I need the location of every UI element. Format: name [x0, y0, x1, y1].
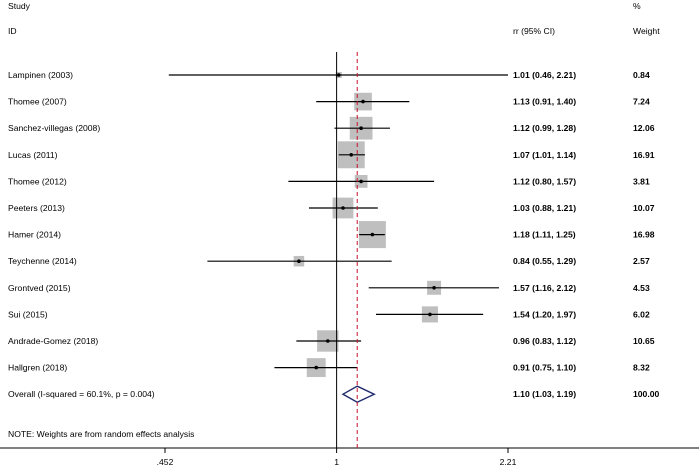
study-row: Lampinen (2003) 1.01 (0.46, 2.21) 0.84 — [8, 70, 650, 80]
effect-ci-text: 0.84 (0.55, 1.29) — [513, 256, 576, 266]
effect-ci-text: 1.07 (1.01, 1.14) — [513, 150, 576, 160]
overall-diamond — [341, 385, 376, 403]
point-estimate — [349, 153, 354, 157]
effect-ci-text: 0.96 (0.83, 1.12) — [513, 336, 576, 346]
point-estimate — [370, 232, 375, 237]
study-label: Grontved (2015) — [8, 283, 71, 293]
study-label: Teychenne (2014) — [8, 256, 77, 266]
study-label: Lampinen (2003) — [8, 70, 73, 80]
study-label: Hamer (2014) — [8, 230, 61, 240]
weight-text: 16.91 — [633, 150, 655, 160]
point-estimate — [341, 206, 345, 210]
weight-text: 6.02 — [633, 309, 650, 319]
study-row: Lucas (2011) 1.07 (1.01, 1.14) 16.91 — [8, 141, 655, 169]
point-estimate — [325, 339, 330, 343]
point-estimate — [359, 126, 363, 130]
weight-text: 16.98 — [633, 230, 655, 240]
point-estimate — [428, 312, 432, 317]
study-row: Peeters (2013) 1.03 (0.88, 1.21) 10.07 — [8, 197, 655, 219]
study-row: Thomee (2007) 1.13 (0.91, 1.40) 7.24 — [8, 92, 650, 111]
x-axis-ticks: .452 1 2.21 — [157, 448, 517, 467]
weight-text: 7.24 — [633, 97, 650, 107]
study-row: Thomee (2012) 1.12 (0.80, 1.57) 3.81 — [8, 175, 650, 188]
footnote: NOTE: Weights are from random effects an… — [8, 429, 194, 439]
x-tick-label: .452 — [157, 457, 174, 467]
weight-text: 0.84 — [633, 70, 650, 80]
overall-label: Overall (I-squared = 60.1%, p = 0.004) — [8, 389, 155, 399]
study-label: Peeters (2013) — [8, 203, 65, 213]
study-row: Hamer (2014) 1.18 (1.11, 1.25) 16.98 — [8, 221, 655, 249]
effect-ci-text: 1.57 (1.16, 2.12) — [513, 283, 576, 293]
effect-ci-text: 1.03 (0.88, 1.21) — [513, 203, 576, 213]
x-tick-label: 2.21 — [500, 457, 517, 467]
effect-ci-text: 1.18 (1.11, 1.25) — [513, 230, 576, 240]
header-weight: Weight — [633, 26, 660, 36]
weight-text: 2.57 — [633, 256, 650, 266]
point-estimate — [336, 73, 341, 77]
header-pct: % — [633, 1, 641, 11]
effect-ci-text: 1.01 (0.46, 2.21) — [513, 70, 576, 80]
study-row: Sanchez-villegas (2008) 1.12 (0.99, 1.28)… — [8, 116, 655, 140]
effect-ci-text: 1.13 (0.91, 1.40) — [513, 97, 576, 107]
effect-ci-text: 1.12 (0.80, 1.57) — [513, 176, 576, 186]
overall-effect-ci-text: 1.10 (1.03, 1.19) — [513, 389, 576, 399]
effect-ci-text: 0.91 (0.75, 1.10) — [513, 363, 576, 373]
study-label: Lucas (2011) — [8, 150, 58, 160]
study-rows: Lampinen (2003) 1.01 (0.46, 2.21) 0.84 Thom… — [8, 70, 655, 378]
table-header: Study ID rr (95% CI) % Weight — [8, 1, 660, 36]
study-row: Hallgren (2018) 0.91 (0.75, 1.10) 8.32 — [8, 358, 650, 378]
study-label: Sui (2015) — [8, 309, 48, 319]
point-estimate — [314, 365, 319, 370]
point-estimate — [432, 286, 436, 290]
study-row: Grontved (2015) 1.57 (1.16, 2.12) 4.53 — [8, 280, 650, 295]
study-label: Sanchez-villegas (2008) — [8, 123, 100, 133]
effect-ci-text: 1.54 (1.20, 1.97) — [513, 309, 576, 319]
study-label: Hallgren (2018) — [8, 363, 67, 373]
weight-text: 10.65 — [633, 336, 655, 346]
header-study: Study — [8, 1, 31, 11]
x-tick-label: 1 — [334, 457, 339, 467]
point-estimate — [297, 259, 301, 264]
study-row: Sui (2015) 1.54 (1.20, 1.97) 6.02 — [8, 306, 650, 323]
weight-text: 4.53 — [633, 283, 650, 293]
weight-text: 10.07 — [633, 203, 655, 213]
point-estimate — [361, 99, 365, 104]
header-effect: rr (95% CI) — [513, 26, 555, 36]
overall-row: Overall (I-squared = 60.1%, p = 0.004) 1.… — [8, 385, 660, 403]
weight-text: 8.32 — [633, 363, 650, 373]
study-label: Andrade-Gomez (2018) — [8, 336, 98, 346]
point-estimate — [359, 179, 363, 184]
weight-text: 12.06 — [633, 123, 655, 133]
overall-weight-text: 100.00 — [633, 389, 660, 399]
header-id: ID — [8, 26, 17, 36]
study-row: Teychenne (2014) 0.84 (0.55, 1.29) 2.57 — [8, 255, 650, 267]
study-label: Thomee (2012) — [8, 176, 67, 186]
effect-ci-text: 1.12 (0.99, 1.28) — [513, 123, 576, 133]
study-row: Andrade-Gomez (2018) 0.96 (0.83, 1.12) 10.… — [8, 330, 655, 352]
study-label: Thomee (2007) — [8, 97, 67, 107]
weight-text: 3.81 — [633, 176, 650, 186]
